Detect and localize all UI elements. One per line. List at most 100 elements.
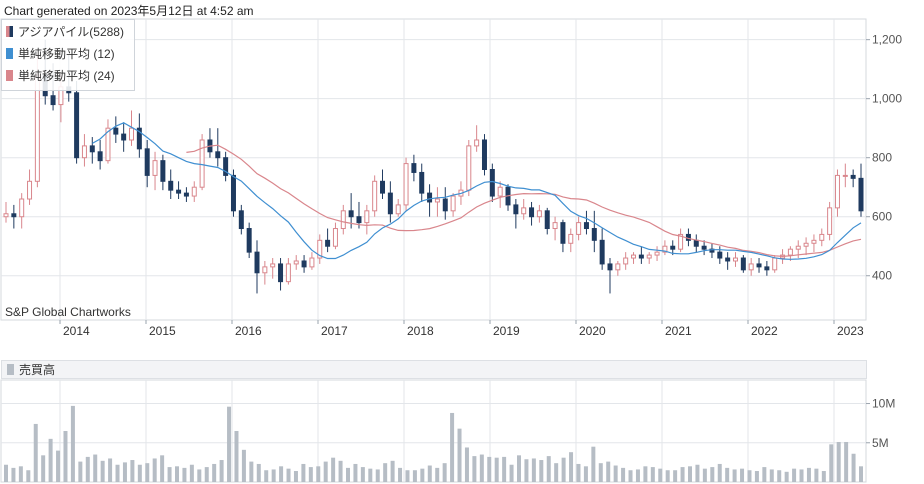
x-tick-label: 2015 (149, 324, 176, 338)
volume-bar (78, 461, 83, 482)
candle-body (238, 210, 244, 230)
volume-bar (115, 464, 120, 482)
volume-bar (264, 470, 269, 482)
volume-bar (346, 467, 350, 482)
volume-bar (539, 460, 544, 482)
volume-bar (130, 460, 135, 482)
candle-body (827, 207, 833, 235)
volume-bar (717, 463, 722, 482)
volume-bar (435, 467, 440, 482)
candle-body (380, 180, 386, 194)
candle-body (183, 192, 189, 197)
volume-bar (152, 458, 157, 482)
legend-label-ma12: 単純移動平均 (12) (18, 46, 115, 61)
volume-bar (375, 469, 380, 482)
volume-bar (769, 469, 774, 482)
candle-body (50, 95, 56, 106)
chart-legend: アジアパイル(5288) 単純移動平均 (12) 単純移動平均 (24) (1, 19, 135, 91)
volume-bar (390, 460, 395, 482)
candle-body (623, 257, 629, 265)
volume-bar (48, 438, 53, 482)
candle-body (403, 163, 409, 206)
volume-bar (33, 423, 38, 482)
volume-bar (762, 467, 767, 482)
candle-body (670, 245, 676, 250)
volume-bar (777, 470, 782, 482)
volume-label: 売買高 (19, 363, 56, 377)
candle-body (662, 245, 668, 253)
volume-bar (851, 453, 856, 482)
candle-body (332, 228, 338, 247)
volume-bar (725, 467, 730, 482)
y-tick-label: 800 (872, 151, 892, 165)
volume-bar (814, 468, 819, 482)
legend-item-ma12[interactable]: 単純移動平均 (12) (6, 44, 115, 62)
candle-body (89, 145, 95, 153)
candle-body (3, 213, 9, 218)
volume-bar (398, 467, 403, 482)
candle-body (364, 210, 370, 224)
volume-bar (405, 470, 410, 482)
volume-bar (160, 455, 165, 482)
candle-body (646, 254, 652, 259)
candle-body (568, 233, 574, 244)
candle-body (223, 157, 229, 176)
volume-bar (517, 455, 521, 482)
volume-bar (450, 412, 455, 482)
candle-body (552, 222, 558, 230)
volume-bar (740, 468, 745, 482)
candle-body (583, 222, 589, 230)
volume-bar (167, 467, 172, 482)
volume-bar (472, 456, 477, 482)
candle-body (270, 263, 276, 268)
volume-bar (122, 462, 127, 482)
candle-body (756, 263, 762, 268)
volume-bar (412, 470, 417, 482)
candle-body (419, 171, 425, 194)
candle-body (285, 263, 291, 283)
ma24-line (186, 144, 862, 258)
candle-body (246, 228, 252, 253)
volume-bar (747, 470, 752, 482)
candle-body (121, 133, 127, 141)
candle-body (717, 251, 723, 259)
candle-body (136, 127, 142, 150)
candle-body (842, 174, 848, 177)
ma24-swatch-icon (6, 69, 13, 81)
volume-bar (546, 456, 551, 482)
candle-body (105, 127, 111, 162)
volume-bar (308, 467, 313, 482)
volume-bar (234, 431, 239, 482)
volume-bar (457, 428, 462, 482)
volume-bar (554, 463, 559, 482)
candle-body (97, 151, 103, 162)
legend-item-ma24[interactable]: 単純移動平均 (24) (6, 66, 115, 84)
volume-bar (613, 465, 618, 482)
volume-bar (487, 456, 492, 482)
volume-bar (420, 468, 425, 482)
ma12-line (92, 122, 862, 260)
legend-label-ma24: 単純移動平均 (24) (18, 68, 115, 83)
volume-swatch-icon (7, 364, 14, 375)
legend-item-stock[interactable]: アジアパイル(5288) (6, 22, 124, 40)
volume-bar (360, 467, 365, 482)
candle-body (293, 260, 299, 265)
candle-body (411, 163, 417, 173)
volume-bar (598, 463, 603, 482)
candle-body (442, 198, 448, 212)
volume-bar (710, 467, 715, 482)
volume-bar (688, 466, 692, 482)
volume-bar (331, 457, 336, 482)
volume-bar (464, 447, 469, 482)
volume-bar (212, 463, 217, 482)
candle-body (395, 204, 401, 215)
volume-bar (26, 470, 31, 482)
candle-body (529, 207, 535, 218)
candle-body (230, 174, 236, 212)
volume-bar (286, 468, 291, 482)
candle-body (693, 239, 699, 247)
candle-body (372, 180, 378, 212)
volume-bar (56, 450, 61, 482)
volume-bar (227, 406, 232, 482)
